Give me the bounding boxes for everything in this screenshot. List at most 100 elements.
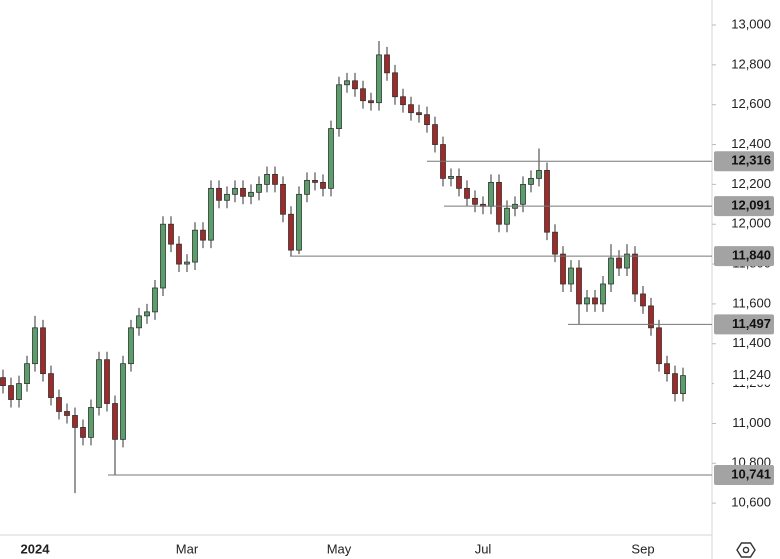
level-label: 12,091 xyxy=(731,198,771,213)
candle-body xyxy=(56,397,62,412)
last-price-box xyxy=(714,366,774,385)
candle-body xyxy=(144,311,150,317)
candle-body xyxy=(280,183,286,215)
candle-body xyxy=(256,183,262,193)
candle-body xyxy=(432,124,438,145)
y-tick-label: 12,000 xyxy=(731,216,771,231)
level-box xyxy=(714,196,774,217)
candle-body xyxy=(648,305,654,329)
candle-body xyxy=(248,191,254,197)
candle-body xyxy=(408,104,414,114)
candle-body xyxy=(528,177,534,185)
candle-body xyxy=(216,187,222,201)
candle-body xyxy=(232,187,238,195)
level-box xyxy=(714,465,774,486)
candle-body xyxy=(624,253,630,269)
level-label: 10,741 xyxy=(731,466,771,481)
candle-body xyxy=(168,223,174,245)
candle-body xyxy=(344,80,350,86)
candle-body xyxy=(296,193,302,251)
candle-body xyxy=(336,84,342,129)
candle-body xyxy=(360,88,366,102)
candle-body xyxy=(288,213,294,251)
candle-body xyxy=(416,112,422,116)
last-price-label: 11,240 xyxy=(732,367,771,382)
candle-body xyxy=(384,54,390,74)
candle-body xyxy=(64,411,70,416)
candle-body xyxy=(496,181,502,225)
candle-body xyxy=(272,174,278,185)
x-tick-label: 2024 xyxy=(21,541,51,556)
candle-body xyxy=(88,407,94,438)
candle-body xyxy=(552,231,558,255)
settings-icon[interactable] xyxy=(736,542,756,558)
candle-body xyxy=(152,287,158,313)
candle-body xyxy=(32,327,38,365)
candle-body xyxy=(424,114,430,126)
y-tick-label: 10,600 xyxy=(731,495,771,510)
level-box xyxy=(714,314,774,335)
candle-body xyxy=(352,80,358,90)
candle-body xyxy=(24,363,30,384)
candle-body xyxy=(640,293,646,307)
y-tick-label: 12,200 xyxy=(731,176,771,191)
candle-body xyxy=(160,223,166,289)
x-tick-label: Mar xyxy=(176,541,199,556)
candle-body xyxy=(240,187,246,197)
y-tick-label: 11,000 xyxy=(732,415,771,430)
candle-body xyxy=(192,229,198,263)
x-tick-label: Jul xyxy=(475,541,492,556)
y-tick-label: 11,600 xyxy=(732,295,771,310)
candle-body xyxy=(592,297,598,305)
candle-body xyxy=(504,207,510,225)
x-tick-label: May xyxy=(327,541,352,556)
candle-body xyxy=(608,257,614,285)
candle-body xyxy=(96,359,102,408)
level-box xyxy=(714,151,774,172)
candle-body xyxy=(472,197,478,205)
candle-body xyxy=(328,128,334,189)
level-label: 12,316 xyxy=(731,153,771,168)
candle-body xyxy=(488,181,494,207)
level-box xyxy=(714,246,774,267)
candle-body xyxy=(392,72,398,98)
y-tick-label: 12,800 xyxy=(731,56,771,71)
candle-body xyxy=(136,315,142,329)
y-tick-label: 11,400 xyxy=(732,335,771,350)
candle-body xyxy=(456,176,462,189)
candle-body xyxy=(632,253,638,295)
candle-body xyxy=(320,181,326,189)
candle-body xyxy=(376,54,382,104)
candle-body xyxy=(40,327,46,375)
candle-body xyxy=(48,373,54,398)
candle-body xyxy=(120,363,126,440)
x-tick-label: Sep xyxy=(631,541,654,556)
candle-body xyxy=(128,327,134,365)
candle-body xyxy=(368,100,374,104)
candle-body xyxy=(264,174,270,185)
candle-body xyxy=(312,179,318,183)
level-label: 11,497 xyxy=(732,316,771,331)
candle-body xyxy=(568,267,574,285)
candle-body xyxy=(184,261,190,265)
candle-body xyxy=(536,170,542,179)
candle-body xyxy=(584,297,590,305)
candle-body xyxy=(520,183,526,205)
candle-body xyxy=(200,229,206,241)
candle-body xyxy=(544,170,550,233)
candle-body xyxy=(616,257,622,269)
candle-body xyxy=(8,385,14,400)
candle-body xyxy=(400,96,406,106)
candle-body xyxy=(208,187,214,241)
candle-body xyxy=(448,176,454,179)
candle-body xyxy=(104,359,110,404)
candle-body xyxy=(664,363,670,375)
y-tick-label: 12,600 xyxy=(731,96,771,111)
candle-body xyxy=(672,373,678,394)
candle-body xyxy=(304,179,310,195)
candle-body xyxy=(80,427,86,438)
candle-body xyxy=(0,377,6,386)
candle-body xyxy=(680,375,686,394)
candle-body xyxy=(600,283,606,305)
